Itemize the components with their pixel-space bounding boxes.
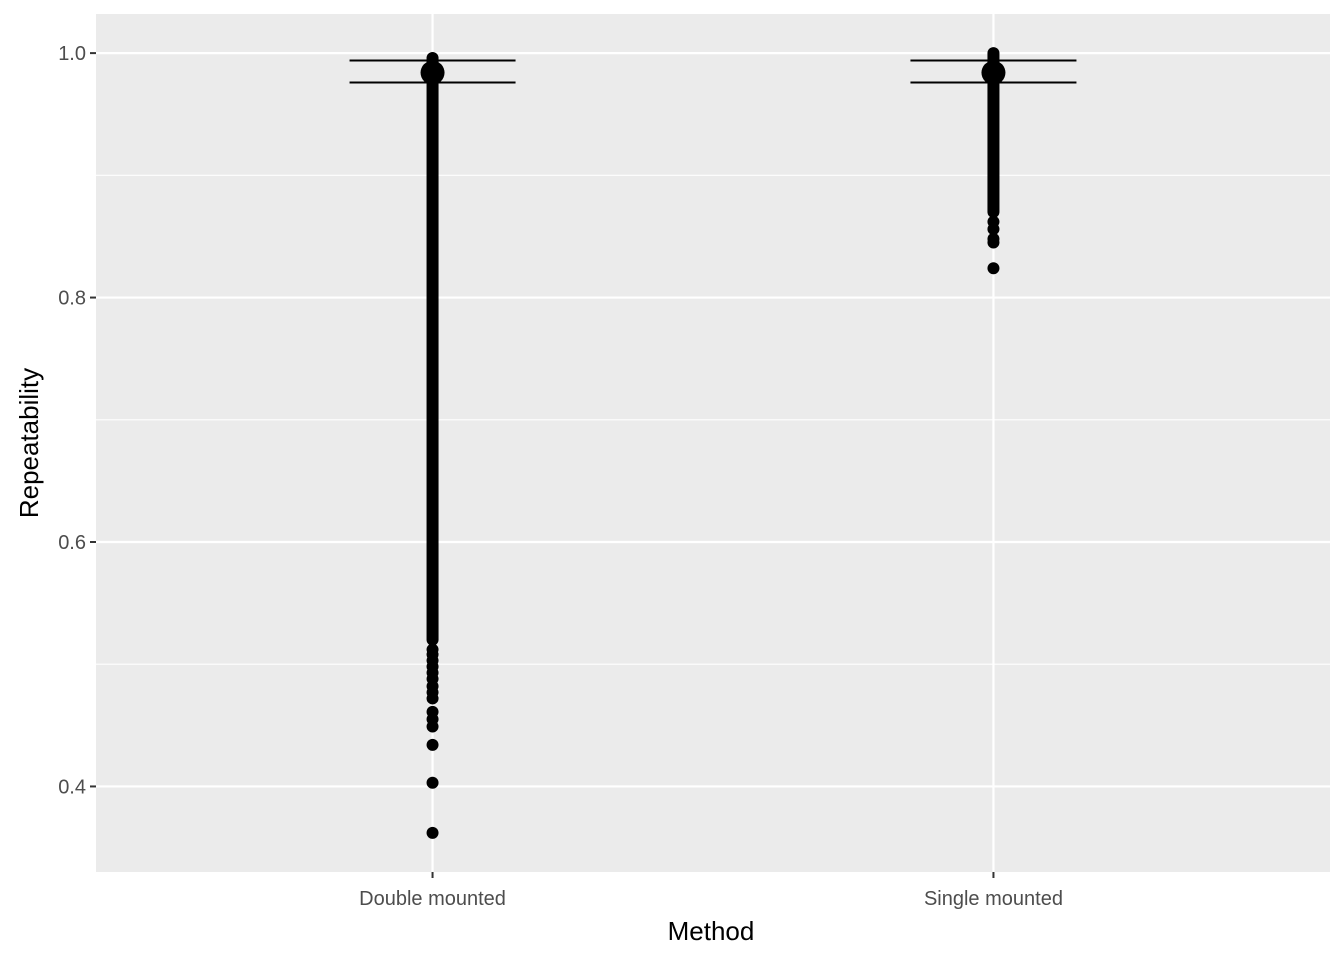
y-tick-label: 1.0 xyxy=(58,43,86,65)
y-tick-label: 0.8 xyxy=(58,288,86,310)
y-axis-title: Repeatability xyxy=(14,368,44,518)
major-gridlines xyxy=(96,14,1330,872)
data-point xyxy=(426,643,439,656)
y-tick-label: 0.4 xyxy=(58,776,86,798)
mean-point xyxy=(420,60,445,85)
y-tick-label: 0.6 xyxy=(58,532,86,554)
minor-gridlines xyxy=(96,174,1330,665)
series-double-mounted xyxy=(349,52,516,839)
panel-background xyxy=(96,14,1330,872)
x-tick-label: Single mounted xyxy=(924,888,1063,910)
x-axis-title: Method xyxy=(668,916,755,946)
data-point xyxy=(426,738,439,751)
data-point xyxy=(426,705,439,718)
mean-point xyxy=(981,60,1006,85)
data-point xyxy=(426,826,439,839)
data-marks xyxy=(349,47,1077,839)
data-point xyxy=(987,262,1000,275)
tick-labels: 0.4 0.6 0.8 1.0 Double mounted Single mounted xyxy=(58,43,1063,910)
series-single-mounted xyxy=(910,47,1077,275)
x-tick-label: Double mounted xyxy=(359,888,506,910)
data-point xyxy=(426,776,439,789)
data-point xyxy=(987,232,1000,245)
data-point xyxy=(987,215,1000,228)
axis-ticks xyxy=(90,52,995,878)
